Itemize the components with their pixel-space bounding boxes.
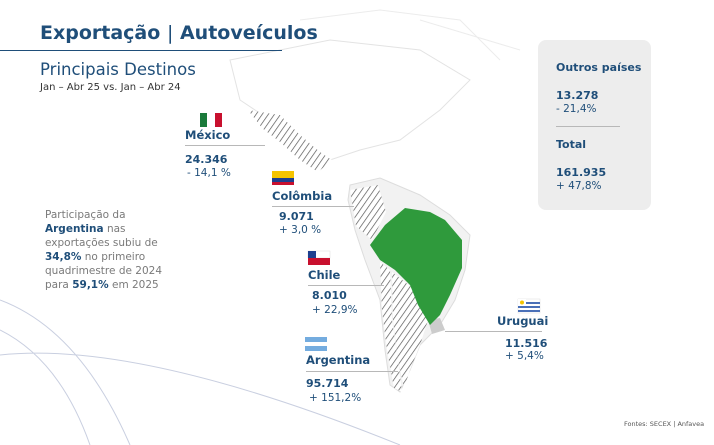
country-change: + 3,0 % <box>279 224 322 236</box>
leader-line <box>306 371 398 372</box>
others-change: - 21,4% <box>556 103 597 115</box>
note-text: no primeiro quadrimestre de 2024 para <box>45 251 162 291</box>
chile-shape <box>380 262 402 392</box>
subtitle: Principais Destinos <box>40 60 196 79</box>
country-value: 11.516 <box>505 337 548 350</box>
country-value: 9.071 <box>279 210 314 223</box>
note-text: Participação da <box>45 209 126 221</box>
country-name: Argentina <box>306 353 371 367</box>
note-text: nas exportações subiu de <box>45 223 158 249</box>
title: Exportação | Autoveículos <box>40 22 318 44</box>
note-text: em 2025 <box>108 279 159 291</box>
country-change: + 5,4% <box>505 350 544 362</box>
leader-line <box>185 145 265 146</box>
note-emphasis: Argentina <box>45 223 104 235</box>
country-value: 8.010 <box>312 289 347 302</box>
summary-panel <box>538 40 651 210</box>
leader-line <box>445 331 542 332</box>
colombia-shape <box>350 185 386 240</box>
note-emphasis: 34,8% <box>45 251 82 263</box>
period: Jan – Abr 25 vs. Jan – Abr 24 <box>40 82 181 93</box>
country-value: 95.714 <box>306 377 349 390</box>
map-outline <box>299 9 521 61</box>
title-part: Autoveículos <box>179 22 318 44</box>
country-name: Colômbia <box>272 189 333 203</box>
title-part: Exportação <box>40 22 161 44</box>
panel-rule <box>556 126 620 127</box>
country-change: + 22,9% <box>312 304 358 316</box>
leader-line <box>272 206 354 207</box>
flag-colombia <box>272 171 294 178</box>
country-change: - 14,1 % <box>187 167 231 179</box>
north-america-outline <box>229 39 471 161</box>
brazil-shape <box>370 208 462 325</box>
total-label: Total <box>556 138 587 151</box>
others-value: 13.278 <box>556 89 599 102</box>
country-name: Uruguai <box>497 314 549 328</box>
leader-line <box>308 285 384 286</box>
country-name: México <box>185 128 231 142</box>
note-emphasis: 59,1% <box>72 279 109 291</box>
decor-line <box>0 299 401 445</box>
country-name: Chile <box>308 268 341 282</box>
country-value: 24.346 <box>185 153 228 166</box>
source: Fontes: SECEX | Anfavea <box>624 420 705 428</box>
title-rule <box>0 50 282 51</box>
mexico-shape <box>248 110 332 172</box>
total-value: 161.935 <box>556 166 607 179</box>
others-label: Outros países <box>556 61 642 74</box>
title-separator: | <box>166 22 174 44</box>
note: Participação da Argentina nas exportaçõe… <box>45 208 175 292</box>
country-change: + 151,2% <box>309 392 362 404</box>
total-change: + 47,8% <box>556 180 602 192</box>
